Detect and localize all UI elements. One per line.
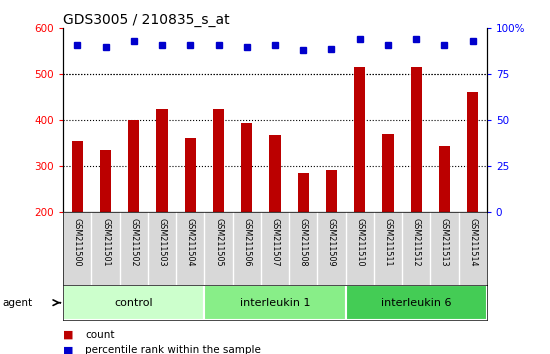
Text: GSM211505: GSM211505 xyxy=(214,218,223,267)
Text: GSM211514: GSM211514 xyxy=(468,218,477,267)
Text: GSM211504: GSM211504 xyxy=(186,218,195,267)
Bar xyxy=(63,285,205,320)
Bar xyxy=(298,173,309,212)
Text: GSM211506: GSM211506 xyxy=(242,218,251,267)
Text: GSM211500: GSM211500 xyxy=(73,218,82,267)
Text: GSM211501: GSM211501 xyxy=(101,218,110,267)
Bar xyxy=(156,109,168,212)
Bar xyxy=(439,146,450,212)
Text: GSM211513: GSM211513 xyxy=(440,218,449,267)
Text: percentile rank within the sample: percentile rank within the sample xyxy=(85,346,261,354)
Bar xyxy=(100,150,111,212)
Bar xyxy=(345,285,487,320)
Text: GSM211510: GSM211510 xyxy=(355,218,364,267)
Text: interleukin 6: interleukin 6 xyxy=(381,298,452,308)
Text: GSM211512: GSM211512 xyxy=(411,218,421,267)
Bar xyxy=(205,285,345,320)
Bar xyxy=(241,123,252,212)
Bar xyxy=(382,134,394,212)
Bar xyxy=(326,170,337,212)
Bar xyxy=(128,120,140,212)
Text: control: control xyxy=(114,298,153,308)
Bar xyxy=(270,135,280,212)
Text: count: count xyxy=(85,330,115,339)
Bar xyxy=(185,138,196,212)
Text: GSM211507: GSM211507 xyxy=(271,218,279,267)
Text: GSM211508: GSM211508 xyxy=(299,218,308,267)
Text: interleukin 1: interleukin 1 xyxy=(240,298,310,308)
Bar xyxy=(72,141,83,212)
Bar xyxy=(213,109,224,212)
Text: GDS3005 / 210835_s_at: GDS3005 / 210835_s_at xyxy=(63,13,230,27)
Bar xyxy=(467,92,478,212)
Bar xyxy=(410,67,422,212)
Bar xyxy=(354,67,365,212)
Text: GSM211511: GSM211511 xyxy=(383,218,393,267)
Text: agent: agent xyxy=(3,298,33,308)
Text: GSM211502: GSM211502 xyxy=(129,218,139,267)
Text: GSM211503: GSM211503 xyxy=(157,218,167,267)
Text: ■: ■ xyxy=(63,330,74,339)
Text: GSM211509: GSM211509 xyxy=(327,218,336,267)
Text: ■: ■ xyxy=(63,346,74,354)
